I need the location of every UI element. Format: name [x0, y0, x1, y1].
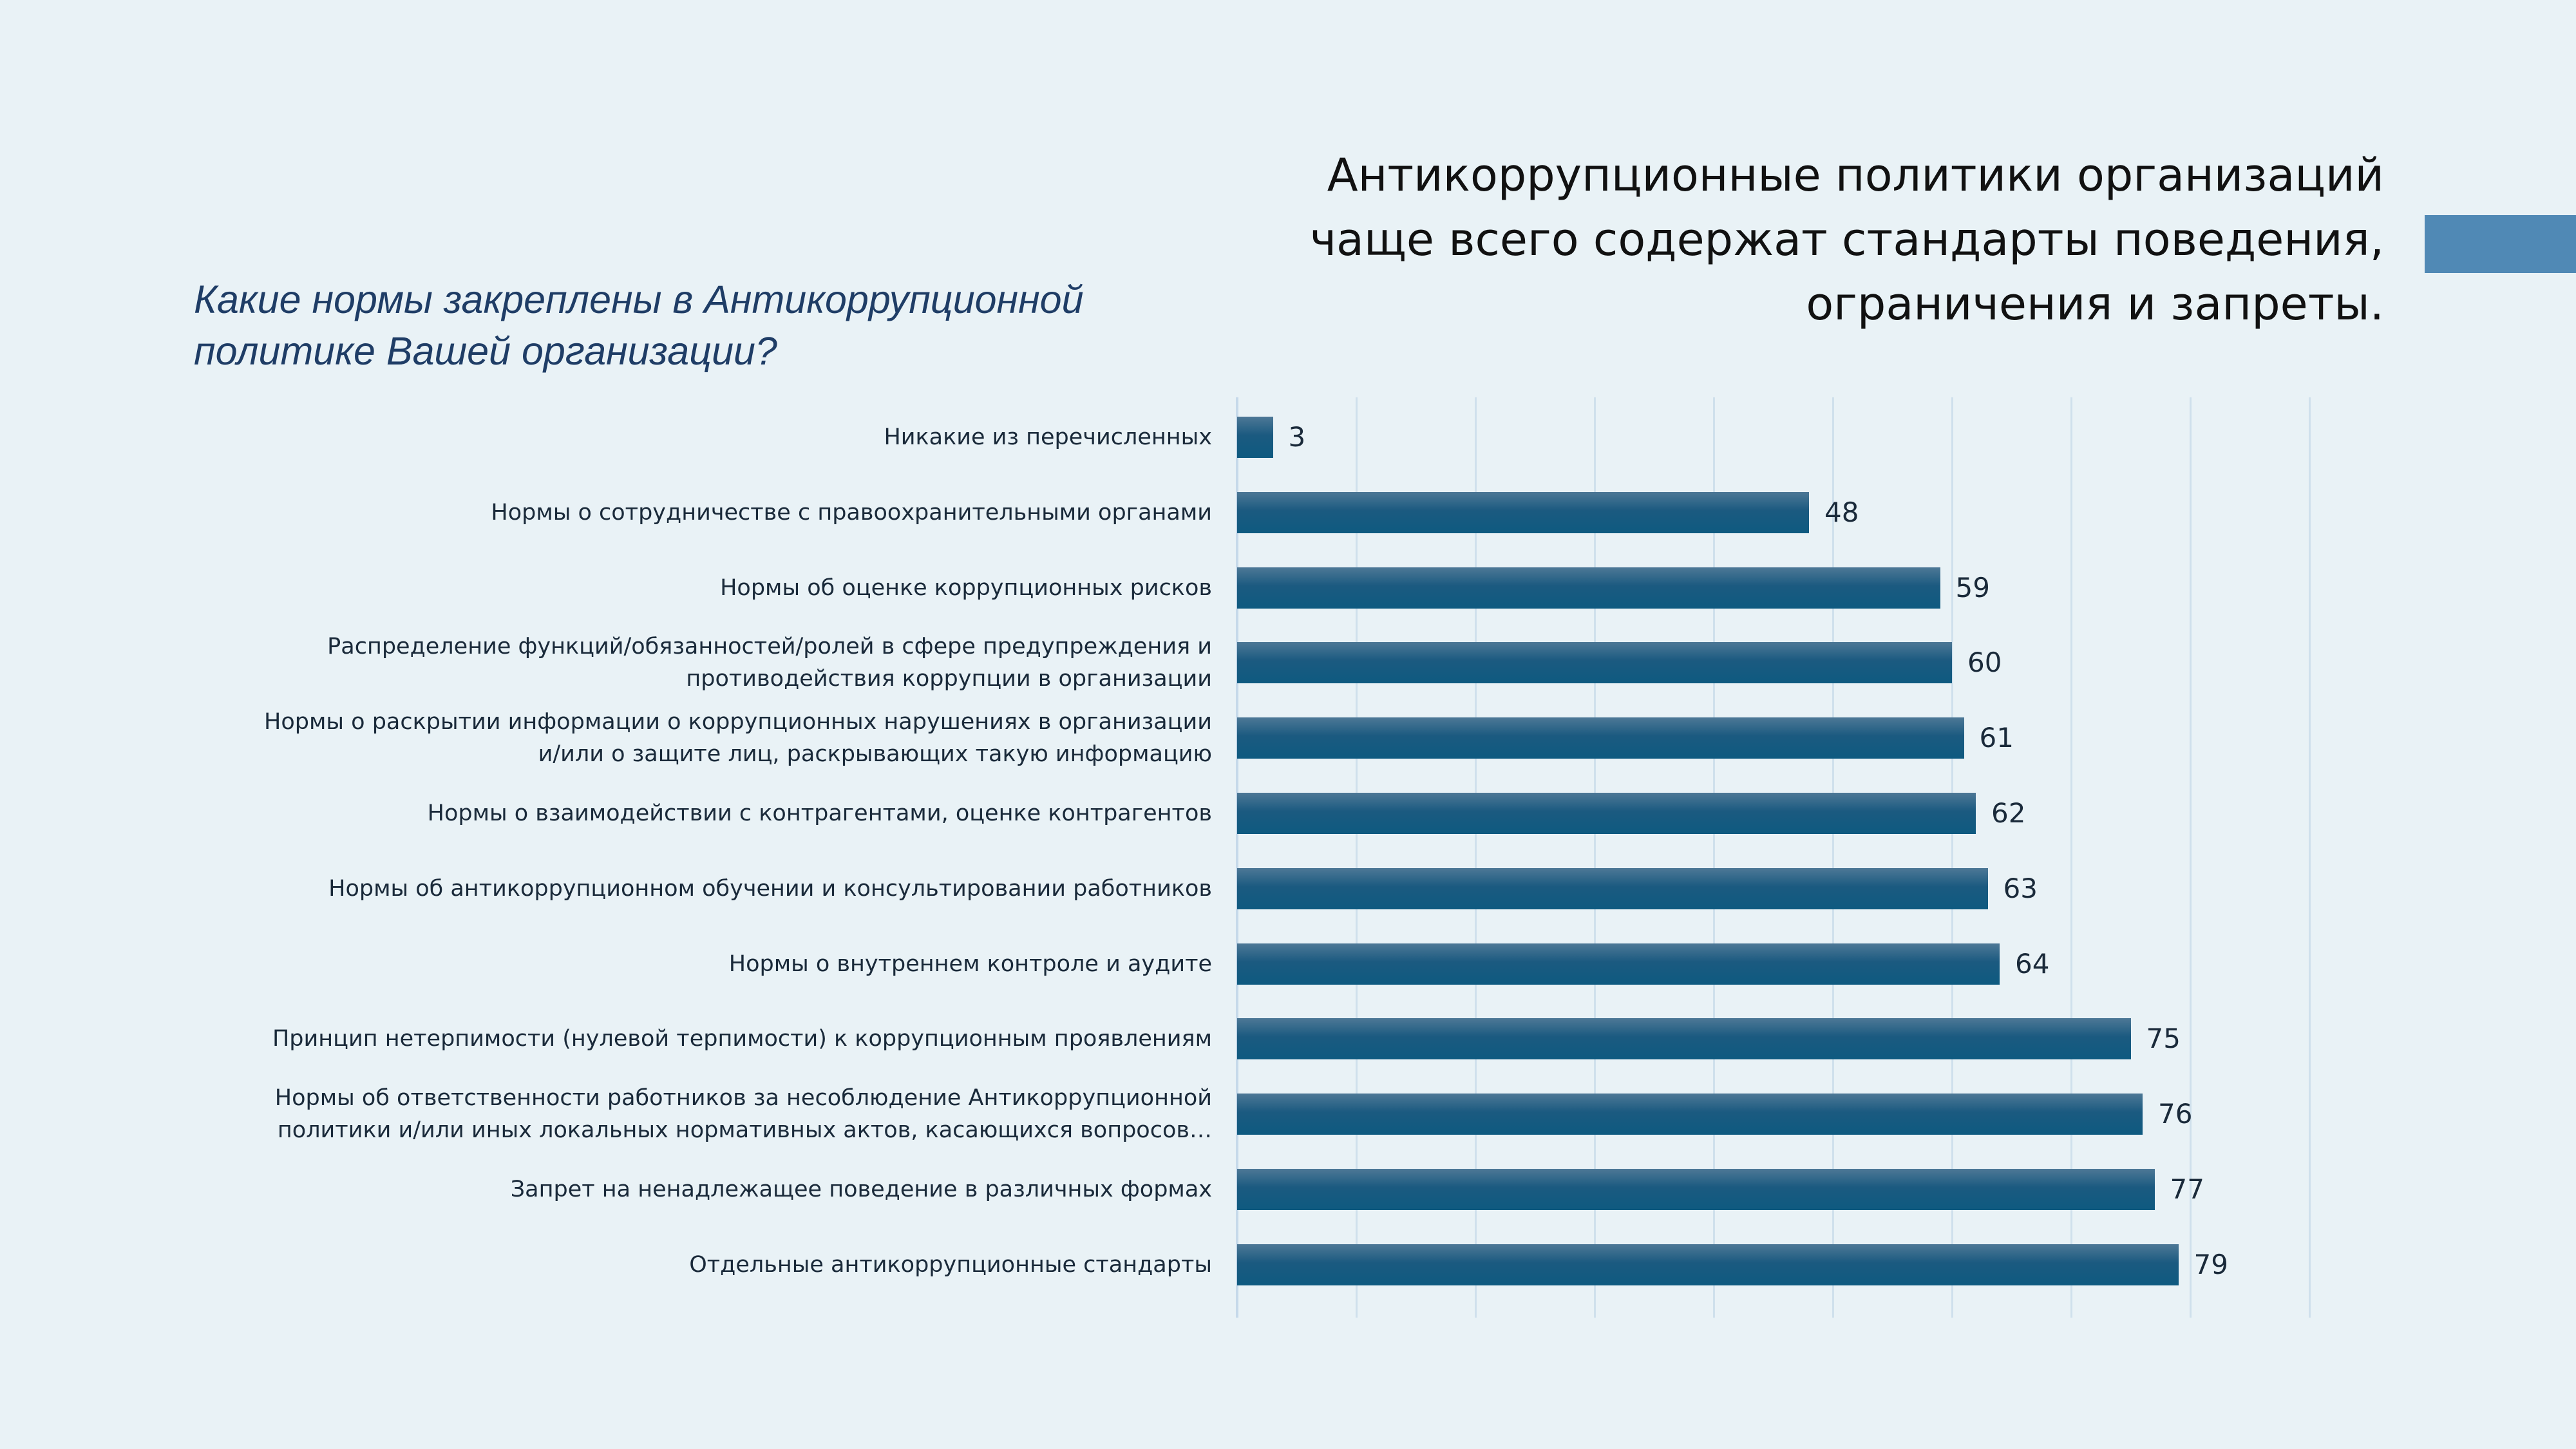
category-label-line: Распределение функций/обязанностей/ролей…: [327, 634, 1212, 660]
category-label: Нормы о взаимодействии с контрагентами, …: [182, 797, 1212, 829]
bar: [1237, 491, 1809, 533]
survey-question: Какие нормы закреплены в Антикоррупционн…: [194, 274, 1084, 377]
data-label: 77: [2170, 1173, 2204, 1205]
category-label-line: Никакие из перечисленных: [884, 424, 1212, 450]
category-label: Нормы о внутреннем контроле и аудите: [182, 948, 1212, 980]
category-label-line: противодействия коррупции в организации: [686, 666, 1212, 692]
y-axis-line: [1236, 397, 1238, 1318]
bar: [1237, 1018, 2131, 1060]
gridline: [1475, 397, 1477, 1318]
data-label: 60: [1967, 647, 2002, 679]
bar: [1237, 642, 1952, 684]
title-line: чаще всего содержат стандарты поведения,: [1309, 213, 2384, 266]
bar: [1237, 1169, 2155, 1210]
data-label: 59: [1955, 571, 1990, 603]
data-label: 64: [2015, 947, 2050, 980]
category-label-line: Нормы о сотрудничестве с правоохранитель…: [491, 499, 1212, 526]
bar: [1237, 867, 1988, 909]
data-label: 48: [1824, 496, 1859, 528]
bar: [1237, 1244, 2179, 1285]
data-label: 61: [1979, 722, 2014, 754]
category-label-line: политики и/или иных локальных нормативны…: [277, 1117, 1212, 1144]
gridline: [2190, 397, 2192, 1318]
bar: [1237, 793, 1976, 834]
category-label: Отдельные антикоррупционные стандарты: [182, 1249, 1212, 1281]
category-label-line: Запрет на ненадлежащее поведение в разли…: [510, 1177, 1212, 1202]
category-label-line: Нормы о взаимодействии с контрагентами, …: [427, 800, 1212, 826]
category-label-line: Нормы о раскрытии информации о коррупцио…: [264, 709, 1212, 735]
category-label: Нормы об ответственности работников за н…: [182, 1082, 1212, 1146]
bar: [1237, 567, 1940, 609]
gridline: [2070, 397, 2072, 1318]
category-label: Принцип нетерпимости (нулевой терпимости…: [182, 1023, 1212, 1055]
data-label: 75: [2146, 1023, 2181, 1055]
data-label: 63: [2003, 872, 2038, 904]
category-label-line: Принцип нетерпимости (нулевой терпимости…: [272, 1026, 1212, 1052]
category-label: Нормы об оценке коррупционных рисков: [182, 572, 1212, 604]
title-line: ограничения и запреты.: [1806, 278, 2384, 330]
category-label-line: Отдельные антикоррупционные стандарты: [689, 1251, 1212, 1278]
title-line: Антикоррупционные политики организаций: [1327, 149, 2384, 202]
data-label: 62: [1991, 797, 2026, 829]
gridline: [1594, 397, 1596, 1318]
data-label: 76: [2158, 1098, 2193, 1130]
slide-title: Антикоррупционные политики организаций ч…: [1096, 143, 2384, 336]
category-label: Нормы о раскрытии информации о коррупцио…: [182, 706, 1212, 770]
category-label: Нормы о сотрудничестве с правоохранитель…: [182, 497, 1212, 529]
bar: [1237, 1094, 2143, 1135]
bar: [1237, 717, 1964, 759]
category-label-line: Нормы об оценке коррупционных рисков: [720, 574, 1212, 601]
category-label-line: Нормы о внутреннем контроле и аудите: [728, 951, 1212, 977]
data-label: 79: [2193, 1248, 2228, 1280]
category-label: Запрет на ненадлежащее поведение в разли…: [182, 1173, 1212, 1206]
data-label: 3: [1288, 421, 1306, 453]
bar: [1237, 417, 1273, 458]
category-label: Распределение функций/обязанностей/ролей…: [182, 630, 1212, 695]
question-line: политике Вашей организации?: [194, 329, 777, 373]
gridline: [1356, 397, 1358, 1318]
category-label: Нормы об антикоррупционном обучении и ко…: [182, 873, 1212, 905]
gridline: [1951, 397, 1953, 1318]
category-label-line: Нормы об ответственности работников за н…: [274, 1085, 1212, 1112]
category-label-line: Нормы об антикоррупционном обучении и ко…: [328, 875, 1212, 902]
gridline: [1713, 397, 1715, 1318]
gridline: [1832, 397, 1834, 1318]
bar: [1237, 943, 2000, 985]
question-line: Какие нормы закреплены в Антикоррупционн…: [194, 278, 1084, 321]
category-label: Никакие из перечисленных: [182, 421, 1212, 453]
gridline: [2309, 397, 2311, 1318]
accent-bar: [2425, 215, 2576, 273]
category-label-line: и/или о защите лиц, раскрывающих такую и…: [538, 741, 1212, 768]
